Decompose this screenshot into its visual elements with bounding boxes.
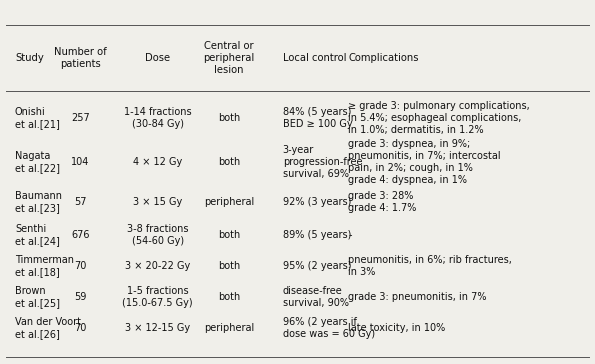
Text: 3 × 20-22 Gy: 3 × 20-22 Gy: [125, 261, 190, 271]
Text: both: both: [218, 261, 240, 271]
Text: Local control: Local control: [283, 53, 346, 63]
Text: Nagata
et al.[22]: Nagata et al.[22]: [15, 151, 60, 173]
Text: both: both: [218, 230, 240, 240]
Text: 676: 676: [71, 230, 90, 240]
Text: 257: 257: [71, 113, 90, 123]
Text: 3 × 15 Gy: 3 × 15 Gy: [133, 197, 182, 207]
Text: Study: Study: [15, 53, 43, 63]
Text: 104: 104: [71, 157, 89, 167]
Text: peripheral: peripheral: [204, 323, 254, 333]
Text: 84% (5 years)
BED ≥ 100 Gy: 84% (5 years) BED ≥ 100 Gy: [283, 107, 352, 129]
Text: Onishi
et al.[21]: Onishi et al.[21]: [15, 107, 60, 129]
Text: 57: 57: [74, 197, 87, 207]
Text: 89% (5 years): 89% (5 years): [283, 230, 351, 240]
Text: peripheral: peripheral: [204, 197, 254, 207]
Text: Number of
patients: Number of patients: [54, 47, 107, 69]
Text: Van der Voort
et al.[26]: Van der Voort et al.[26]: [15, 317, 81, 339]
Text: 95% (2 years): 95% (2 years): [283, 261, 351, 271]
Text: both: both: [218, 292, 240, 302]
Text: both: both: [218, 157, 240, 167]
Text: Brown
et al.[25]: Brown et al.[25]: [15, 286, 60, 308]
Text: both: both: [218, 113, 240, 123]
Text: Central or
peripheral
lesion: Central or peripheral lesion: [203, 41, 255, 75]
Text: 70: 70: [74, 261, 86, 271]
Text: 1-14 fractions
(30-84 Gy): 1-14 fractions (30-84 Gy): [124, 107, 192, 129]
Text: late toxicity, in 10%: late toxicity, in 10%: [348, 323, 445, 333]
Text: disease-free
survival, 90%: disease-free survival, 90%: [283, 286, 349, 308]
Text: 3-year
progression-free
survival, 69%: 3-year progression-free survival, 69%: [283, 145, 362, 179]
Text: 4 × 12 Gy: 4 × 12 Gy: [133, 157, 182, 167]
Text: -: -: [348, 230, 352, 240]
Text: grade 3: dyspnea, in 9%;
pneumonitis, in 7%; intercostal
pain, in 2%; cough, in : grade 3: dyspnea, in 9%; pneumonitis, in…: [348, 139, 501, 185]
Text: pneumonitis, in 6%; rib fractures,
in 3%: pneumonitis, in 6%; rib fractures, in 3%: [348, 255, 512, 277]
Text: ≥ grade 3: pulmonary complications,
in 5.4%; esophageal complications,
in 1.0%; : ≥ grade 3: pulmonary complications, in 5…: [348, 101, 530, 135]
Text: 3-8 fractions
(54-60 Gy): 3-8 fractions (54-60 Gy): [127, 224, 189, 246]
Text: 1-5 fractions
(15.0-67.5 Gy): 1-5 fractions (15.0-67.5 Gy): [123, 286, 193, 308]
Text: Timmerman
et al.[18]: Timmerman et al.[18]: [15, 255, 74, 277]
Text: 70: 70: [74, 323, 86, 333]
Text: 3 × 12-15 Gy: 3 × 12-15 Gy: [125, 323, 190, 333]
Text: Senthi
et al.[24]: Senthi et al.[24]: [15, 224, 60, 246]
Text: 59: 59: [74, 292, 86, 302]
Text: grade 3: pneumonitis, in 7%: grade 3: pneumonitis, in 7%: [348, 292, 487, 302]
Text: Complications: Complications: [348, 53, 418, 63]
Text: Dose: Dose: [145, 53, 170, 63]
Text: 92% (3 years): 92% (3 years): [283, 197, 351, 207]
Text: Baumann
et al.[23]: Baumann et al.[23]: [15, 191, 62, 213]
Text: 96% (2 years if
dose was = 60 Gy): 96% (2 years if dose was = 60 Gy): [283, 317, 375, 339]
Text: grade 3: 28%
grade 4: 1.7%: grade 3: 28% grade 4: 1.7%: [348, 191, 416, 213]
